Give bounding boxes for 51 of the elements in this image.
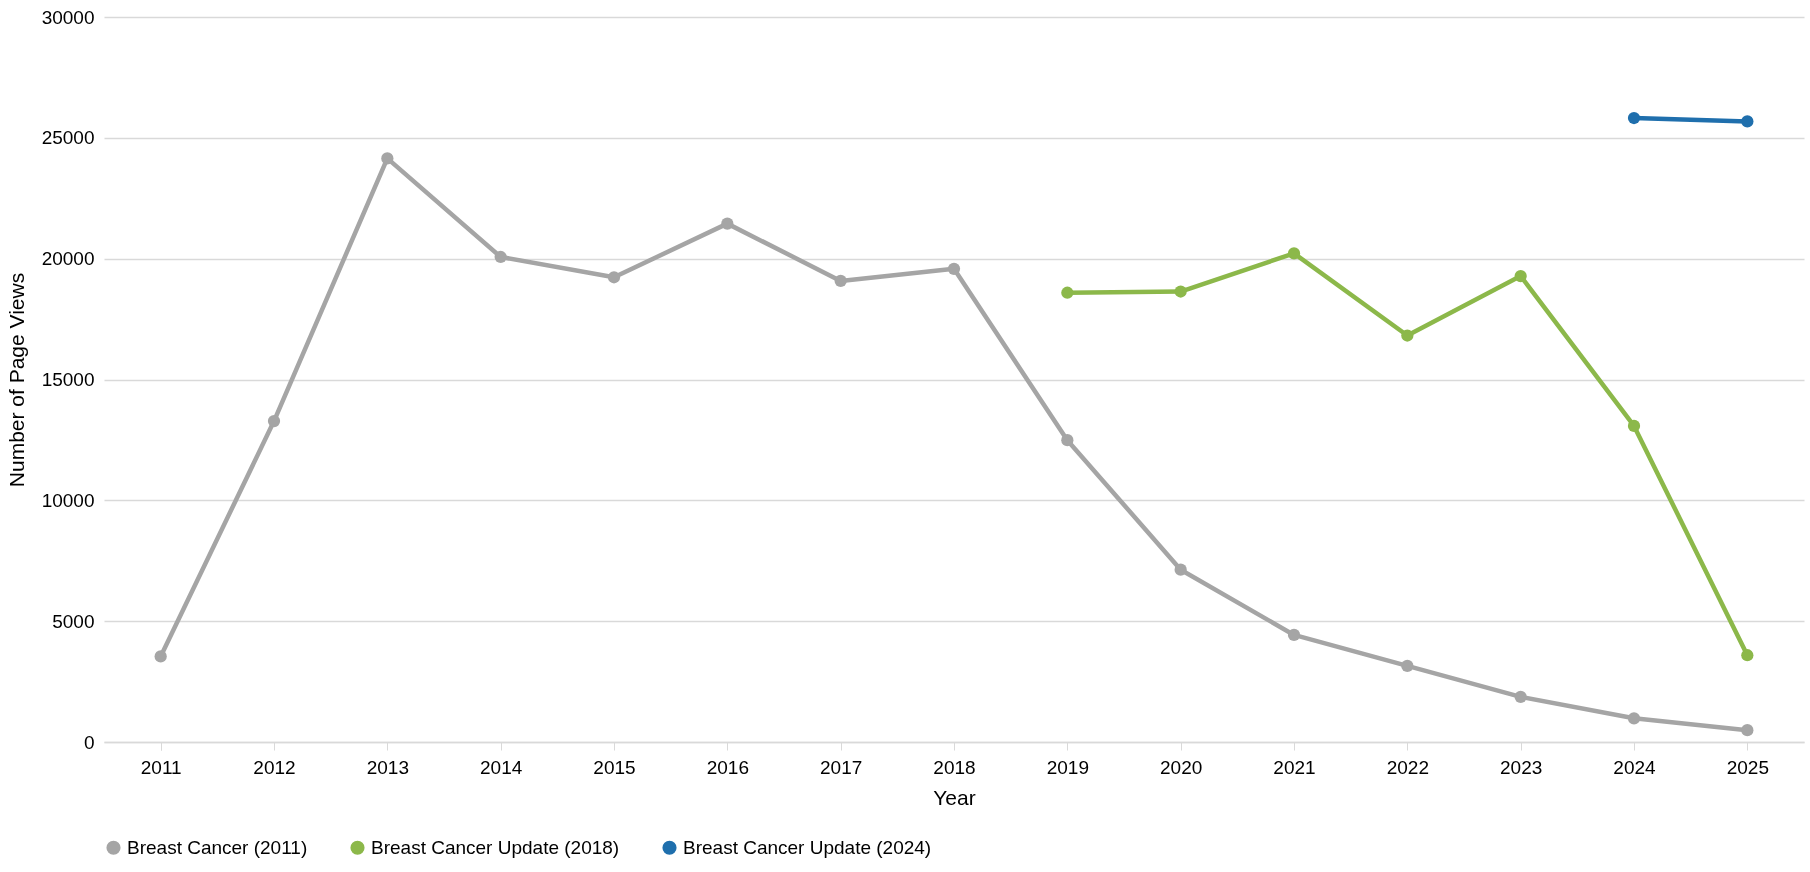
point <box>607 271 621 284</box>
x-tick-label: 2012 <box>253 756 296 778</box>
x-tick-label: 2018 <box>933 756 976 778</box>
x-tick-label: 2013 <box>366 756 409 778</box>
x-tick-label: 2021 <box>1273 756 1316 778</box>
point <box>1741 724 1754 737</box>
point <box>1174 563 1187 576</box>
x-tick-label: 2023 <box>1500 756 1543 778</box>
point <box>1627 111 1641 125</box>
x-tick-label: 2024 <box>1613 756 1657 778</box>
point <box>267 414 281 428</box>
x-tick-label: 2017 <box>820 756 863 778</box>
point <box>381 152 394 165</box>
point <box>1627 419 1641 433</box>
point <box>1514 690 1527 703</box>
x-tick-label: 2016 <box>706 756 749 778</box>
y-tick-label: 25000 <box>41 127 95 149</box>
point <box>1287 247 1301 260</box>
point <box>1627 712 1641 725</box>
point <box>154 650 167 663</box>
x-tick-label: 2020 <box>1160 756 1203 778</box>
y-axis-title: Number of Page Views <box>4 272 28 488</box>
x-tick-label: 2011 <box>140 756 182 778</box>
point <box>1174 285 1187 298</box>
x-tick-label: 2015 <box>593 756 636 778</box>
point <box>1514 269 1527 283</box>
y-tick-label: 0 <box>83 731 95 753</box>
point <box>1287 628 1301 642</box>
point <box>947 262 961 275</box>
legend-label: Breast Cancer (2011) <box>127 836 308 858</box>
point <box>1061 286 1074 299</box>
y-tick-label: 10000 <box>41 489 95 511</box>
point <box>721 217 734 230</box>
y-tick-label: 5000 <box>52 610 95 632</box>
y-tick-label: 30000 <box>41 6 95 28</box>
point <box>1741 115 1754 128</box>
point <box>1741 649 1754 662</box>
x-tick-label: 2022 <box>1386 756 1429 778</box>
x-tick-label: 2014 <box>480 756 523 778</box>
x-axis-title: Year <box>933 785 976 809</box>
point <box>834 274 847 288</box>
point <box>494 250 507 264</box>
y-tick-label: 15000 <box>41 369 95 390</box>
point <box>1401 329 1414 342</box>
point <box>1401 659 1414 672</box>
y-tick-label: 20000 <box>41 248 95 270</box>
legend-label: Breast Cancer Update (2018) <box>371 836 620 858</box>
x-tick-label: 2025 <box>1726 756 1769 778</box>
x-tick-label: 2019 <box>1046 756 1089 778</box>
point <box>1061 434 1074 447</box>
legend-label: Breast Cancer Update (2024) <box>683 836 932 858</box>
